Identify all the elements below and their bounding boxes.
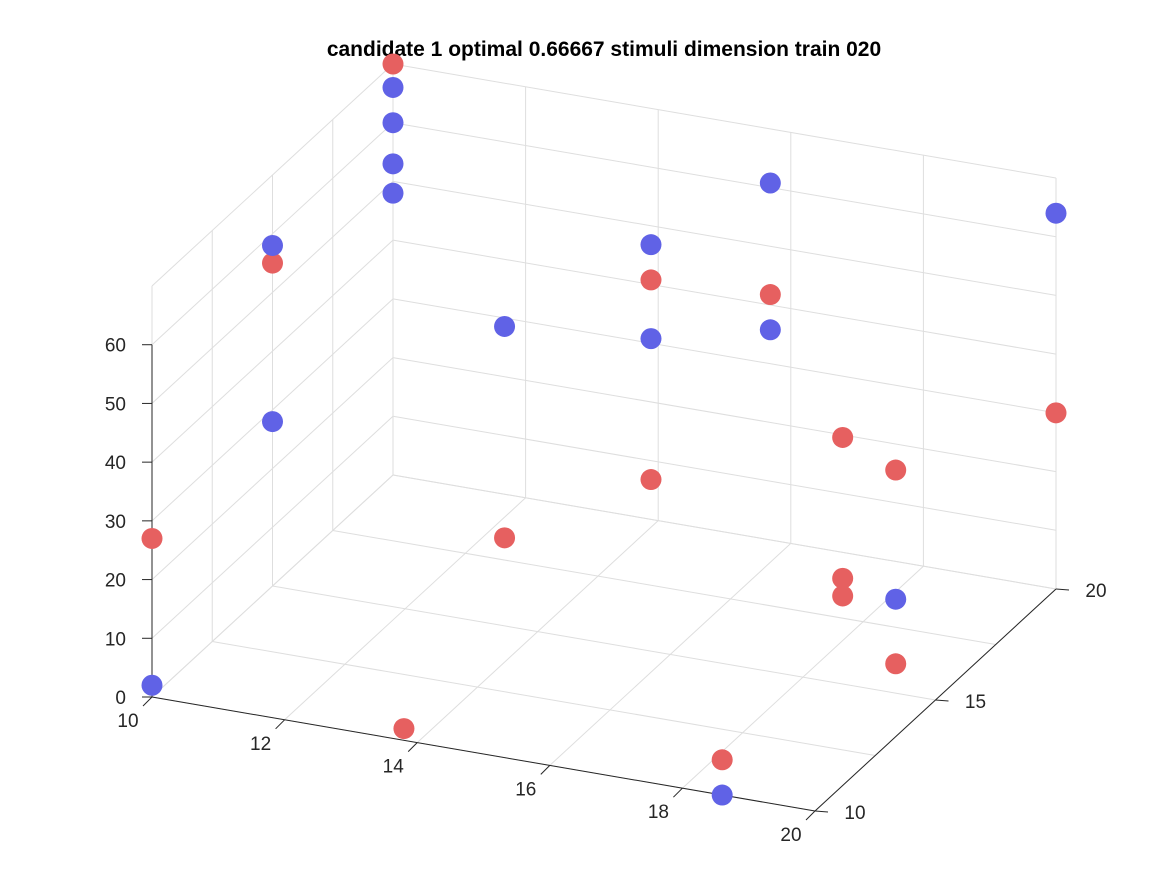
back-wall-grid-line [392, 357, 1057, 473]
data-point [832, 585, 854, 607]
left-wall-grid-line [151, 63, 394, 287]
z-tick-label: 0 [115, 688, 126, 709]
data-points [141, 53, 1067, 806]
left-wall-grid-line [151, 474, 394, 698]
data-point [640, 269, 662, 291]
y-tick-label: 15 [965, 692, 986, 713]
back-wall-grid-line [392, 63, 1057, 179]
data-point [759, 284, 781, 306]
data-point [382, 53, 404, 75]
axes [142, 344, 1070, 821]
y-tick [814, 810, 829, 813]
chart-title: candidate 1 optimal 0.66667 stimuli dime… [327, 38, 881, 61]
data-point [262, 252, 283, 274]
x-tick [540, 765, 551, 775]
x-tick [275, 719, 285, 730]
data-point [382, 112, 404, 134]
data-point [494, 527, 516, 549]
data-point [1045, 402, 1067, 424]
left-wall-grid-line [151, 415, 394, 639]
x-tick-label: 12 [250, 734, 271, 755]
data-point [640, 234, 662, 256]
floor-grid-line [272, 585, 936, 701]
data-point [885, 653, 907, 675]
data-point [141, 674, 163, 696]
z-tick-label: 20 [105, 571, 126, 592]
x-tick-label: 20 [780, 825, 801, 846]
x-tick-label: 14 [383, 757, 405, 778]
y-tick-label: 10 [844, 803, 865, 824]
data-point [393, 718, 415, 740]
y-tick [1055, 588, 1070, 591]
data-point [885, 588, 907, 610]
x-tick-label: 10 [117, 711, 138, 732]
data-point [494, 315, 516, 337]
floor-grid-line [212, 641, 876, 756]
data-point [759, 172, 781, 194]
x-tick-label: 18 [648, 802, 669, 823]
data-point [141, 527, 163, 549]
x-axis-line [151, 696, 816, 812]
x-tick [142, 696, 153, 707]
left-wall-grid-line [151, 357, 394, 580]
z-tick-label: 30 [105, 512, 126, 533]
z-tick-label: 40 [105, 453, 126, 474]
data-point [382, 182, 404, 204]
left-wall-grid-line [151, 122, 394, 346]
x-tick [407, 742, 418, 752]
left-wall-grid-line [151, 181, 394, 404]
y-tick [935, 699, 949, 702]
data-point [885, 459, 907, 481]
data-point [262, 234, 283, 256]
data-point [832, 567, 854, 589]
back-wall-grid-line [392, 122, 1057, 238]
y-tick-label: 20 [1085, 581, 1106, 602]
data-point [1045, 202, 1067, 224]
data-point [759, 319, 781, 341]
back-wall-grid-line [392, 474, 1057, 590]
data-point [832, 426, 854, 448]
data-point [640, 469, 662, 491]
data-point [711, 749, 733, 771]
data-point [382, 153, 404, 175]
z-tick-label: 10 [105, 629, 126, 650]
data-point [262, 411, 283, 433]
z-tick-label: 60 [105, 336, 126, 357]
floor-grid-line [332, 530, 996, 645]
data-point [711, 784, 733, 806]
back-wall-grid-line [392, 180, 1057, 296]
x-tick-label: 16 [515, 779, 536, 800]
left-wall-grid-line [151, 239, 394, 463]
left-wall-grid-line [151, 298, 394, 522]
back-wall-grid-line [392, 415, 1057, 531]
z-tick-label: 50 [105, 394, 126, 415]
data-point [382, 76, 404, 98]
x-tick [673, 787, 683, 798]
data-point [640, 328, 662, 350]
x-tick [805, 810, 816, 821]
back-wall-grid-line [392, 239, 1057, 355]
